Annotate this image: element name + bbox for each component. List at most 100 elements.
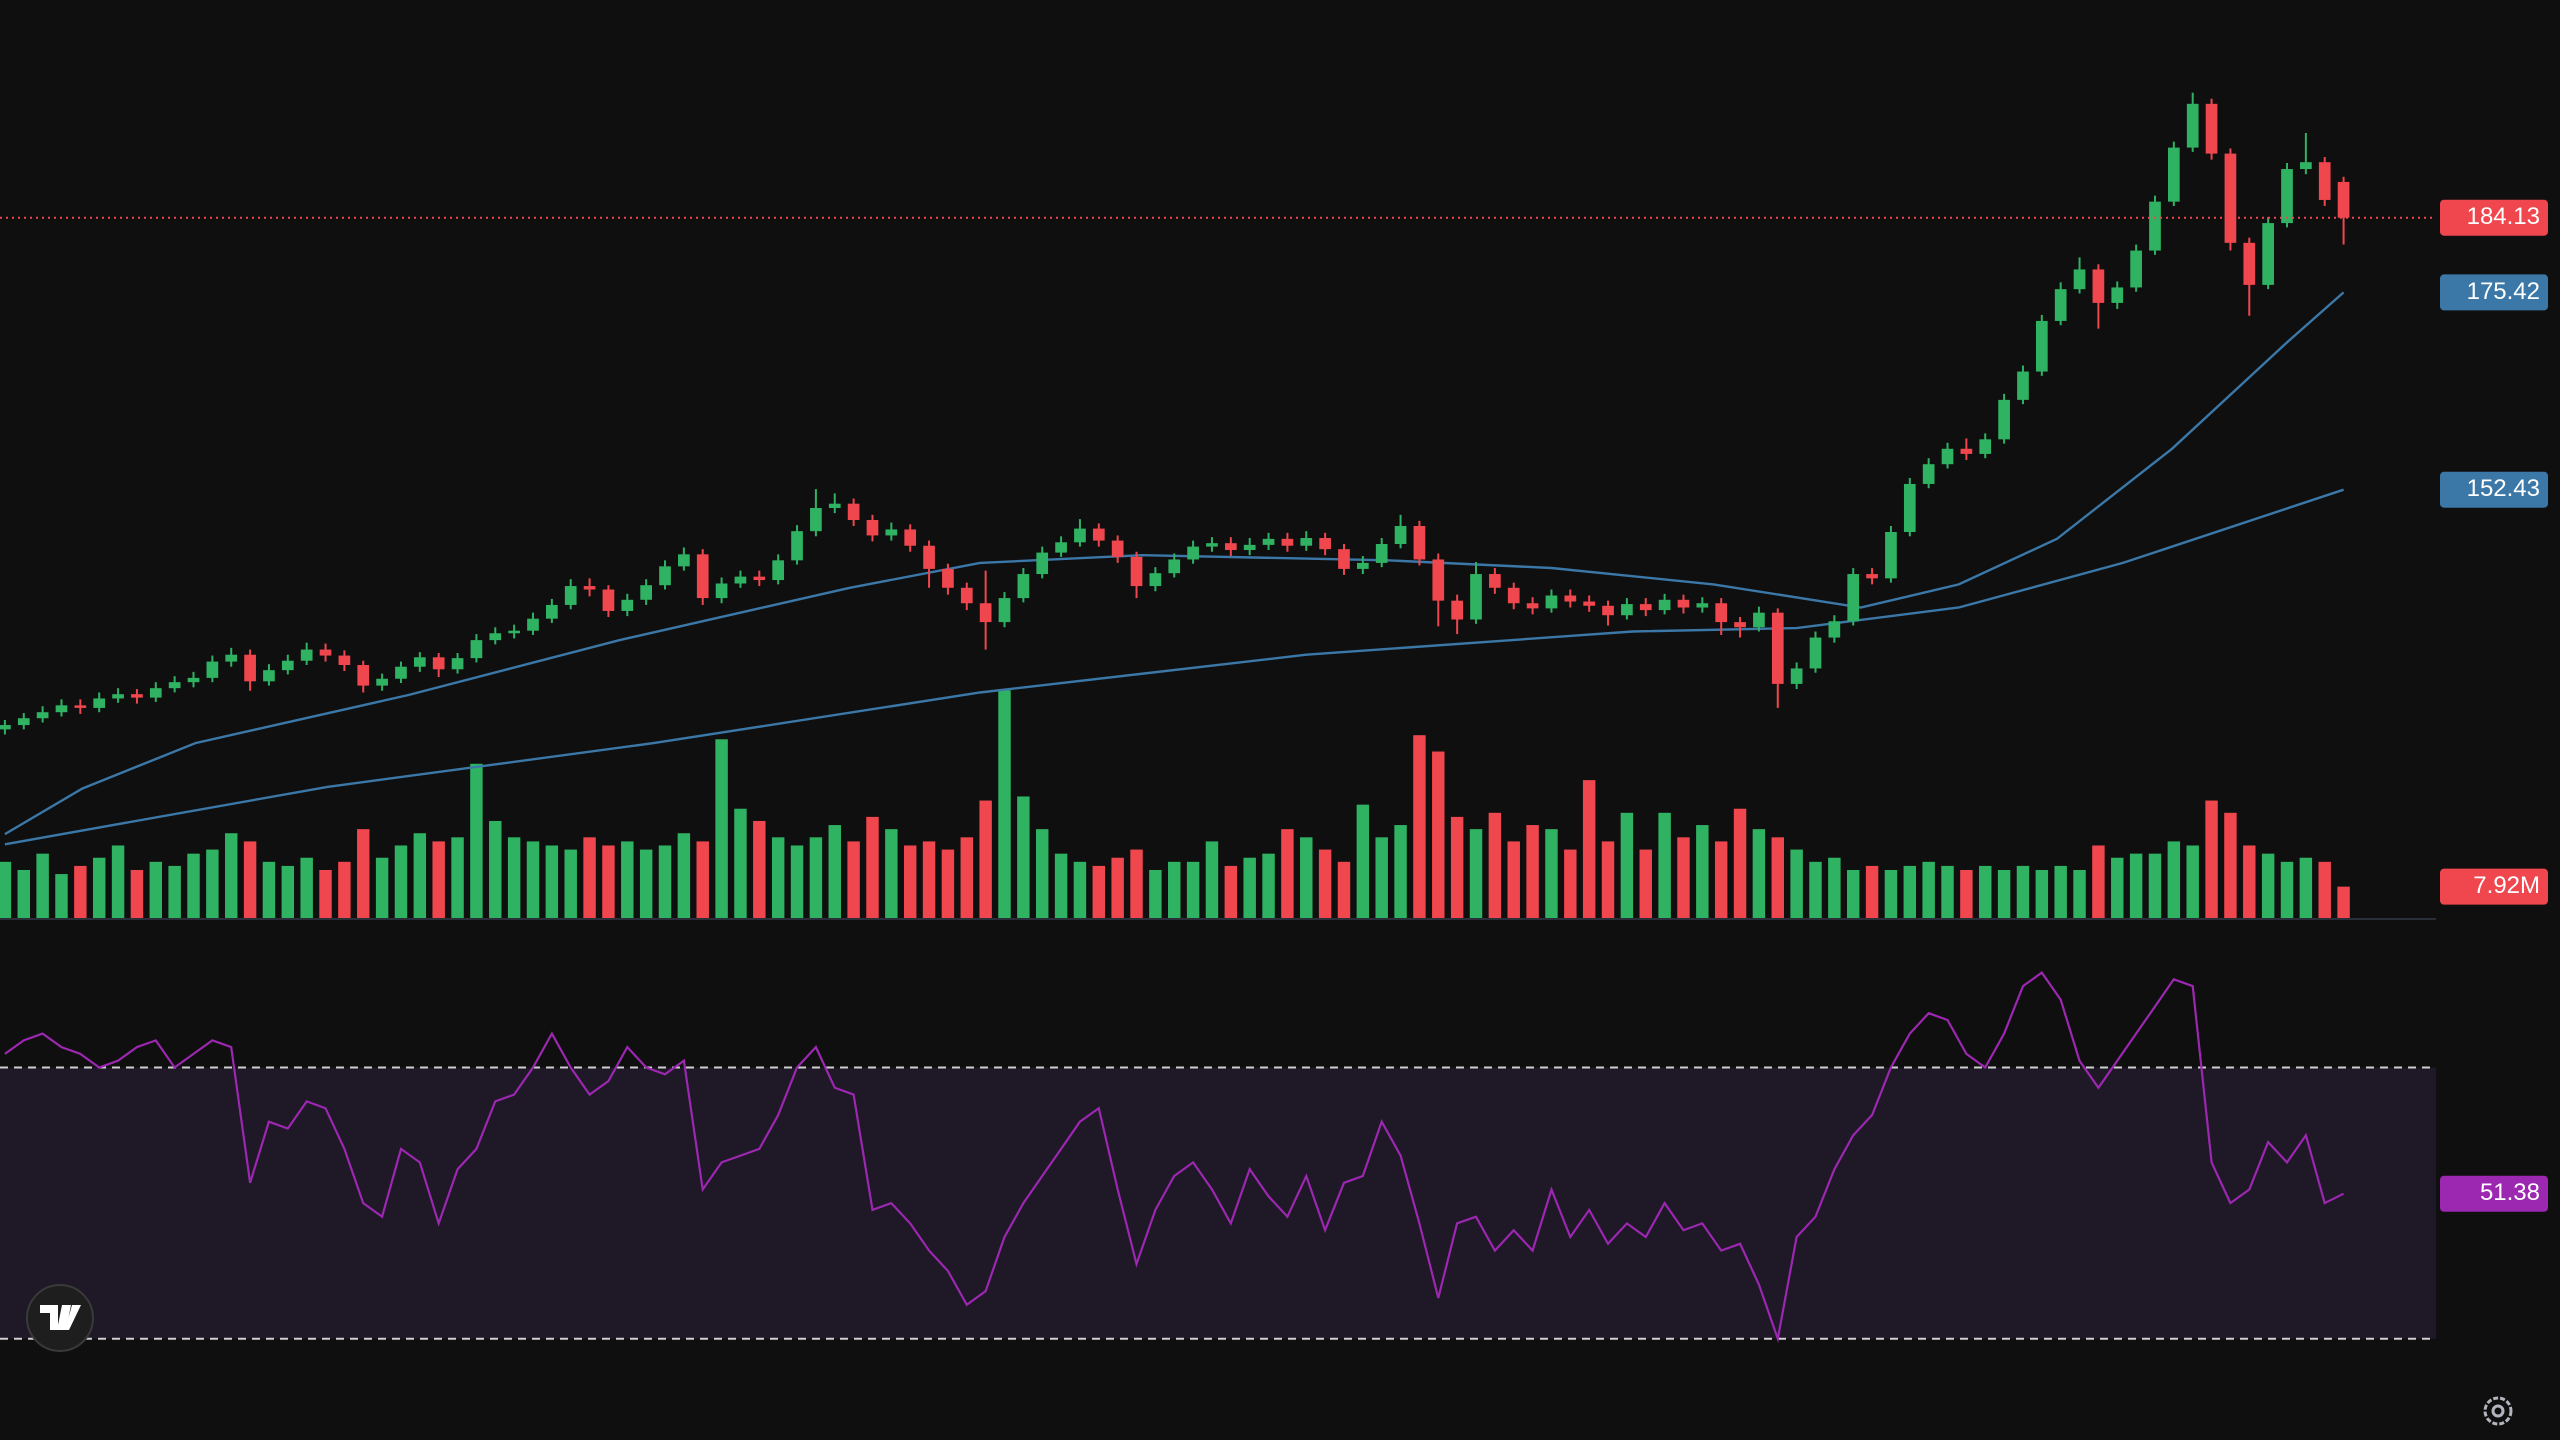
- candle-body: [1017, 574, 1030, 599]
- candle-body: [772, 560, 785, 581]
- candle-body: [960, 587, 973, 604]
- candle-body: [1753, 612, 1765, 628]
- candle-body: [791, 531, 803, 561]
- last-value-label: 7.92M: [2473, 872, 2540, 899]
- volume-bar: [2148, 853, 2162, 919]
- volume-bar: [734, 808, 747, 919]
- candle-body: [131, 694, 143, 698]
- candle-body: [1206, 543, 1218, 547]
- volume-bar: [1469, 829, 1483, 919]
- candle-body: [659, 566, 671, 586]
- moving-average-line: [4, 488, 2344, 846]
- candle-body: [2224, 153, 2237, 243]
- rsi-band-fill: [0, 1067, 2436, 1339]
- volume-bar: [1111, 857, 1124, 919]
- volume-bar: [1677, 837, 1690, 919]
- candle-body: [885, 529, 898, 536]
- candle-body: [1903, 483, 1916, 533]
- volume-bar: [1790, 849, 1803, 919]
- candle-body: [1885, 532, 1897, 579]
- candle-body: [1074, 528, 1086, 543]
- volume-bar: [168, 865, 181, 919]
- candle-body: [527, 618, 539, 631]
- candle-body: [1583, 601, 1596, 606]
- volume-bar: [1507, 841, 1520, 919]
- volume-bar: [413, 833, 427, 919]
- candle-body: [1828, 621, 1841, 638]
- candle-body: [1639, 604, 1652, 611]
- volume-bar: [941, 849, 955, 919]
- candle-body: [470, 640, 483, 659]
- candle-body: [602, 589, 615, 611]
- candle-body: [489, 633, 502, 641]
- volume-bar: [1639, 849, 1652, 919]
- settings-center[interactable]: [2491, 1404, 2505, 1418]
- volume-bar: [2261, 853, 2275, 919]
- candle-body: [1187, 546, 1199, 560]
- candle-body: [2111, 287, 2124, 303]
- candle-body: [2281, 169, 2293, 224]
- candle-body: [36, 712, 49, 719]
- settings-icon[interactable]: [2483, 1396, 2513, 1426]
- volume-bar: [1733, 808, 1747, 919]
- candle-body: [338, 655, 351, 666]
- volume-bar: [1941, 865, 1954, 919]
- candle-body: [244, 654, 256, 682]
- volume-bar: [1809, 861, 1822, 919]
- volume-bar: [300, 857, 313, 919]
- volume-bar: [394, 845, 408, 919]
- candle-body: [0, 725, 11, 730]
- candle-body: [74, 705, 87, 708]
- candle-body: [1357, 562, 1369, 569]
- volume-bar: [1149, 869, 1162, 919]
- volume-bar: [1752, 829, 1766, 919]
- volume-bar: [545, 845, 559, 919]
- volume-bar: [960, 837, 974, 919]
- candle-body: [2205, 103, 2218, 154]
- volume-bar: [1017, 796, 1030, 919]
- candle-body: [263, 670, 275, 682]
- candle-body: [2054, 289, 2067, 321]
- volume-bar: [187, 853, 200, 919]
- last-value-box: [2440, 471, 2548, 508]
- volume-bar: [1696, 825, 1709, 919]
- volume-bar: [1979, 865, 1992, 919]
- volume-bar: [2073, 869, 2086, 919]
- candle-body: [1790, 668, 1803, 684]
- candle-body: [1489, 574, 1501, 588]
- volume-bar: [1545, 829, 1558, 919]
- candle-body: [583, 586, 596, 590]
- volume-bar: [1564, 849, 1577, 919]
- candle-body: [395, 666, 407, 679]
- candle-body: [1998, 399, 2010, 440]
- volume-bar: [1035, 829, 1049, 919]
- volume-bar: [1337, 861, 1351, 919]
- volume-bar: [206, 849, 219, 919]
- candle-body: [413, 657, 426, 667]
- volume-bar: [489, 820, 502, 919]
- volume-bar: [262, 861, 276, 919]
- volume-bar: [866, 816, 879, 919]
- candle-body: [1130, 556, 1143, 587]
- volume-bar: [903, 845, 917, 919]
- volume-bar: [432, 841, 445, 919]
- volume-bar: [1714, 841, 1728, 919]
- last-value-box: [2440, 199, 2548, 236]
- candle-body: [187, 677, 200, 683]
- candle-body: [1734, 622, 1746, 628]
- volume-bar: [225, 833, 238, 919]
- candle-body: [112, 694, 124, 699]
- candle-body: [1979, 439, 1992, 454]
- volume-bar: [1960, 869, 1973, 919]
- volume-bar: [470, 763, 483, 919]
- volume-bar: [771, 837, 785, 919]
- volume-bar: [1922, 861, 1935, 919]
- candle-body: [847, 503, 860, 520]
- candle-body: [1621, 604, 1633, 616]
- volume-bar: [130, 869, 144, 919]
- volume-bar: [526, 841, 540, 919]
- settings-gear[interactable]: [2483, 1396, 2513, 1426]
- volume-bar: [357, 829, 370, 919]
- last-value-label: 51.38: [2480, 1179, 2540, 1206]
